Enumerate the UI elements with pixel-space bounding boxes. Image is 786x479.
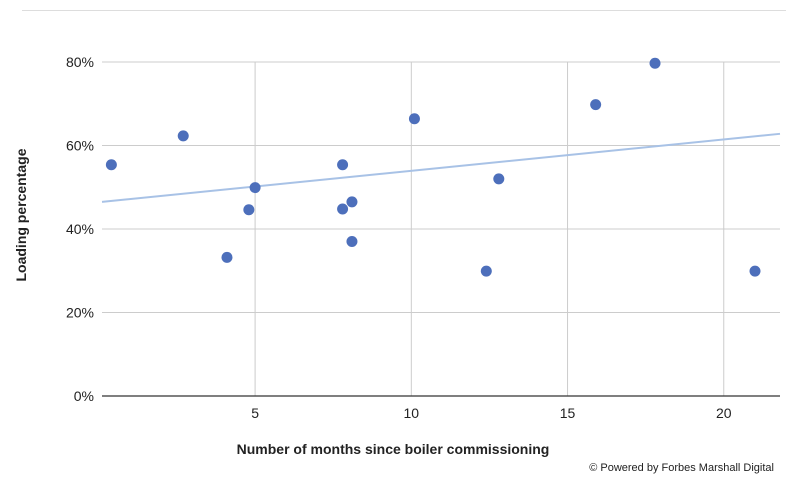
y-axis-title-box: Loading percentage [2, 120, 40, 310]
data-point [346, 196, 358, 208]
data-point [493, 173, 505, 185]
y-tick-label: 40% [66, 221, 94, 237]
x-tick-label: 10 [404, 405, 420, 421]
data-point [243, 204, 255, 216]
data-point [337, 159, 349, 171]
x-tick-label: 5 [251, 405, 259, 421]
data-point [221, 251, 233, 263]
data-point [590, 99, 602, 111]
x-axis-title: Number of months since boiler commission… [236, 441, 550, 457]
y-axis-title: Loading percentage [13, 148, 29, 282]
data-point [480, 265, 492, 277]
credit-text: © Powered by Forbes Marshall Digital [589, 462, 774, 474]
y-tick-label: 60% [66, 138, 94, 154]
y-tick-label: 0% [74, 388, 94, 404]
y-tick-label: 20% [66, 305, 94, 321]
data-point [105, 159, 117, 171]
data-point [249, 182, 261, 194]
x-tick-label: 20 [716, 405, 732, 421]
scatter-chart: 0% 20% 40% 60% 80% 5 10 15 20 [66, 54, 781, 421]
top-divider [22, 10, 786, 11]
data-point [337, 203, 349, 215]
plot-panel: 0% 20% 40% 60% 80% 5 10 15 20 [37, 26, 786, 438]
data-point [177, 130, 189, 142]
data-point [346, 236, 358, 248]
data-point [749, 265, 761, 277]
data-point [649, 57, 661, 69]
x-tick-label: 15 [560, 405, 576, 421]
data-point [408, 113, 420, 125]
trendline [101, 132, 781, 203]
y-tick-label: 80% [66, 54, 94, 70]
